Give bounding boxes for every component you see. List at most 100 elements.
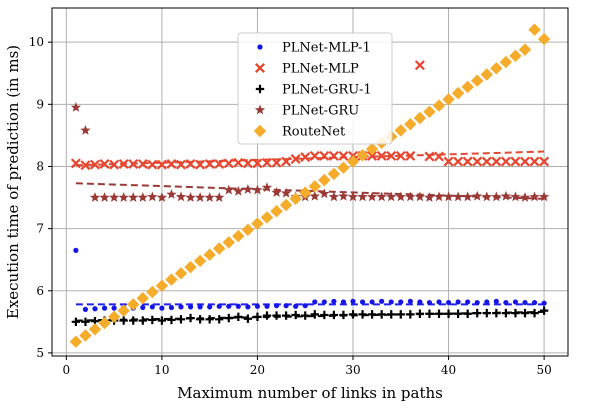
- data-point: [520, 156, 530, 167]
- data-point: [310, 310, 319, 319]
- data-point: [118, 159, 129, 169]
- data-point: [70, 158, 81, 169]
- data-point: [366, 191, 378, 202]
- data-point: [233, 157, 244, 168]
- data-point: [79, 329, 92, 342]
- data-point: [338, 150, 349, 161]
- data-point: [500, 156, 511, 167]
- data-point: [184, 260, 197, 274]
- data-point: [101, 305, 108, 311]
- plot-frame: [51, 7, 569, 357]
- data-point: [529, 156, 540, 167]
- data-point: [319, 188, 330, 199]
- data-point: [146, 285, 159, 299]
- data-point: [167, 315, 176, 325]
- data-point: [99, 192, 110, 202]
- legend-label: PLNet-MLP-1: [282, 41, 371, 56]
- data-point: [443, 191, 454, 202]
- data-point: [407, 298, 413, 304]
- data-point: [149, 304, 155, 310]
- data-point: [175, 191, 187, 202]
- data-point: [436, 299, 442, 305]
- data-point: [80, 160, 91, 171]
- data-point: [480, 68, 493, 81]
- legend-item: PLNet-MLP-1: [257, 41, 371, 56]
- data-point: [358, 310, 367, 319]
- data-point: [434, 151, 444, 162]
- data-point: [405, 150, 416, 161]
- data-point: [157, 316, 167, 325]
- data-point: [98, 316, 111, 330]
- data-point: [159, 305, 165, 311]
- data-point: [299, 186, 312, 199]
- data-point: [302, 303, 308, 309]
- data-point: [387, 310, 396, 319]
- data-point: [233, 185, 244, 196]
- data-point: [415, 309, 425, 318]
- data-point: [453, 309, 463, 318]
- data-point: [501, 308, 511, 318]
- data-point: [395, 191, 406, 202]
- data-point: [365, 142, 379, 156]
- data-point: [518, 43, 532, 56]
- data-point: [386, 191, 397, 202]
- data-point: [216, 303, 222, 309]
- x-tick-label: 20: [250, 363, 265, 377]
- data-point: [108, 192, 120, 202]
- data-point: [312, 299, 318, 305]
- data-point: [491, 156, 502, 167]
- data-point: [262, 311, 272, 320]
- data-point: [471, 74, 484, 87]
- data-point: [165, 273, 178, 286]
- data-point: [340, 299, 347, 305]
- data-point: [128, 159, 139, 169]
- data-point: [111, 305, 117, 311]
- data-point: [339, 310, 348, 320]
- legend-item: PLNet-GRU-1: [255, 83, 372, 98]
- data-point: [280, 187, 292, 198]
- data-point: [99, 159, 110, 169]
- series-plnet-gru-1: [71, 306, 549, 327]
- y-tick-label: 8: [36, 159, 44, 173]
- data-point: [308, 180, 321, 193]
- data-point: [234, 312, 243, 322]
- data-point: [195, 159, 206, 170]
- data-point: [395, 150, 406, 161]
- data-point: [426, 299, 433, 306]
- data-point: [537, 32, 551, 46]
- data-point: [205, 315, 214, 324]
- data-point: [327, 167, 341, 181]
- data-point: [215, 315, 224, 324]
- data-point: [452, 191, 464, 202]
- data-point: [176, 159, 186, 170]
- data-point: [185, 159, 196, 169]
- data-point: [88, 323, 102, 336]
- data-point: [137, 159, 148, 169]
- data-point: [414, 191, 426, 202]
- data-point: [493, 298, 499, 304]
- data-point: [510, 191, 521, 202]
- data-point: [187, 304, 194, 310]
- data-point: [405, 191, 416, 202]
- data-point: [176, 315, 186, 324]
- data-point: [260, 211, 274, 224]
- data-point: [510, 156, 521, 167]
- data-point: [413, 111, 427, 125]
- data-point: [69, 335, 83, 348]
- data-point: [185, 192, 196, 202]
- legend-marker: [253, 124, 267, 138]
- legend-label: PLNet-GRU-1: [282, 83, 372, 98]
- data-point: [301, 311, 310, 320]
- data-point: [166, 159, 177, 169]
- data-point: [406, 310, 415, 319]
- data-point: [300, 152, 311, 163]
- data-point: [251, 217, 264, 230]
- data-point: [224, 313, 233, 323]
- legend-marker: [257, 44, 263, 50]
- data-point: [272, 311, 281, 320]
- data-point: [346, 155, 360, 168]
- data-point: [156, 159, 167, 170]
- data-point: [117, 304, 130, 317]
- data-point: [254, 303, 261, 309]
- data-point: [186, 313, 195, 323]
